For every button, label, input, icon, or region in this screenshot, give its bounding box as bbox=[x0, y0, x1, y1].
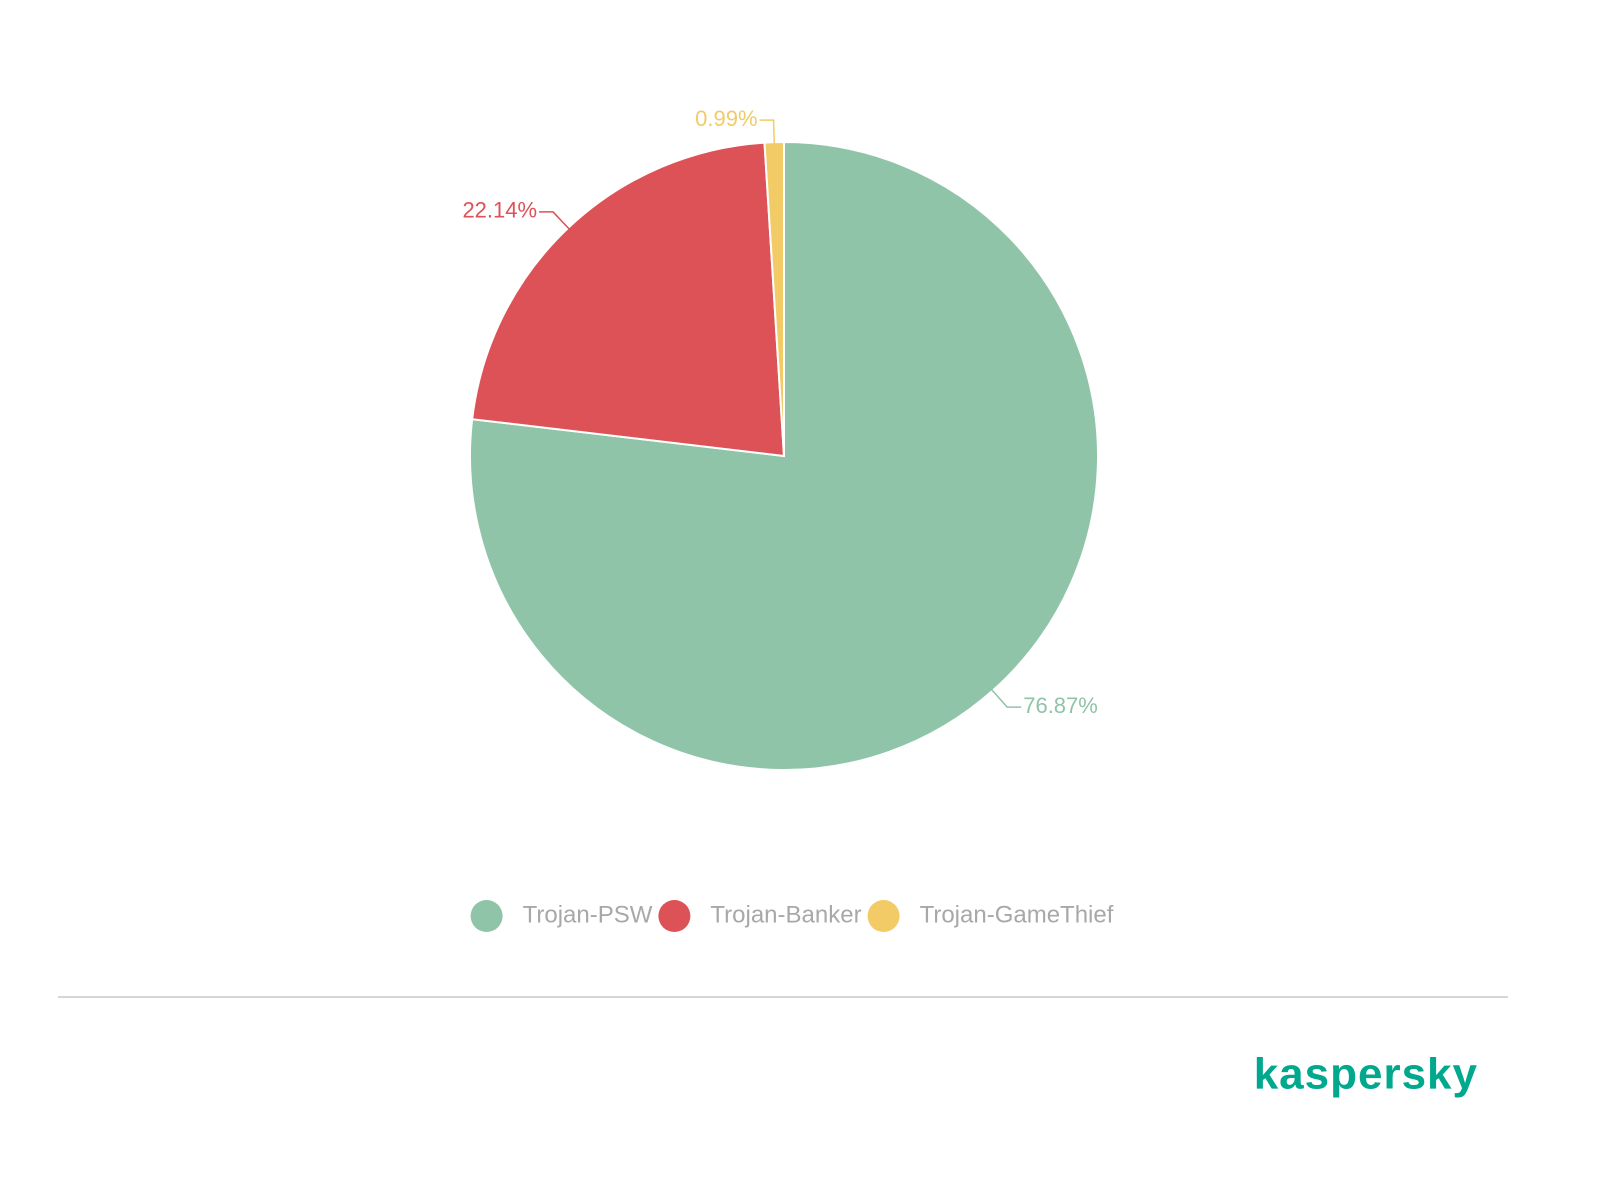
legend-label: Trojan-GameThief bbox=[920, 901, 1114, 928]
legend-label: Trojan-Banker bbox=[710, 901, 861, 928]
leader-line bbox=[759, 119, 776, 145]
legend-marker bbox=[470, 900, 503, 932]
logo: kaspersky bbox=[1254, 1050, 1478, 1099]
data-label: 0.99% bbox=[695, 106, 757, 131]
legend-marker bbox=[867, 900, 900, 932]
legend-label: Trojan-PSW bbox=[523, 901, 653, 928]
data-label: 22.14% bbox=[462, 198, 537, 223]
leader-line bbox=[539, 211, 571, 230]
data-label: 76.87% bbox=[1023, 693, 1098, 718]
pie-slice bbox=[471, 141, 786, 458]
legend-marker bbox=[658, 900, 691, 932]
leader-line bbox=[990, 688, 1022, 708]
